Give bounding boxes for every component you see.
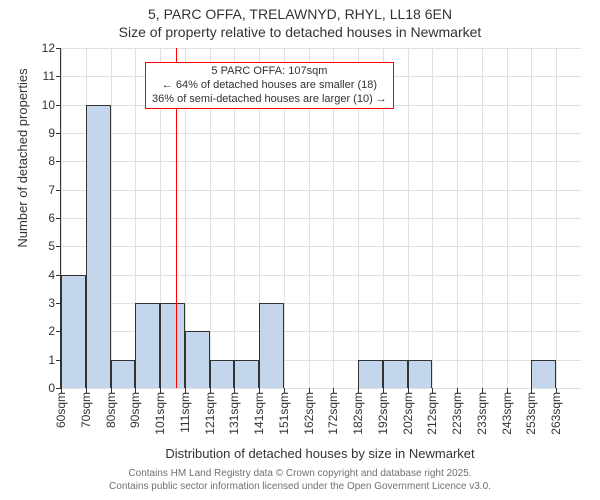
histogram-bar	[86, 105, 111, 388]
callout-line-2: ← 64% of detached houses are smaller (18…	[152, 79, 387, 93]
histogram-bar	[160, 303, 185, 388]
histogram-bar	[111, 360, 136, 388]
xtick-label: 243sqm	[500, 392, 514, 435]
xtick-label: 131sqm	[227, 392, 241, 435]
xtick-label: 90sqm	[128, 392, 142, 428]
histogram-bar	[358, 360, 383, 388]
histogram-bar	[210, 360, 235, 388]
ytick-label: 11	[43, 69, 55, 83]
xtick-label: 151sqm	[277, 392, 291, 435]
xtick-label: 223sqm	[450, 392, 464, 435]
ytick-label: 10	[42, 98, 55, 112]
gridline-h	[61, 133, 581, 134]
y-axis-label: Number of detached properties	[15, 0, 30, 328]
ytick-label: 8	[48, 154, 55, 168]
ytick-label: 3	[48, 296, 55, 310]
ytick-label: 9	[48, 126, 55, 140]
histogram-bar	[383, 360, 408, 388]
attribution: Contains HM Land Registry data © Crown c…	[0, 468, 600, 493]
gridline-h	[61, 388, 581, 389]
title-line-1: 5, PARC OFFA, TRELAWNYD, RHYL, LL18 6EN	[0, 6, 600, 22]
gridline-h	[61, 190, 581, 191]
histogram-bar	[408, 360, 433, 388]
attribution-line-1: Contains HM Land Registry data © Crown c…	[0, 468, 600, 481]
histogram-bar	[135, 303, 160, 388]
xtick-label: 101sqm	[153, 392, 167, 435]
gridline-v	[111, 48, 112, 388]
gridline-h	[61, 161, 581, 162]
x-axis-label: Distribution of detached houses by size …	[60, 446, 580, 461]
ytick-label: 7	[48, 183, 55, 197]
ytick-label: 6	[48, 211, 55, 225]
xtick-label: 162sqm	[302, 392, 316, 435]
gridline-v	[507, 48, 508, 388]
gridline-h	[61, 246, 581, 247]
gridline-v	[432, 48, 433, 388]
gridline-v	[531, 48, 532, 388]
ytick-label: 2	[48, 324, 55, 338]
xtick-label: 70sqm	[79, 392, 93, 428]
xtick-label: 172sqm	[326, 392, 340, 435]
gridline-h	[61, 275, 581, 276]
histogram-bar	[531, 360, 556, 388]
gridline-v	[457, 48, 458, 388]
gridline-h	[61, 218, 581, 219]
histogram-bar	[185, 331, 210, 388]
xtick-label: 141sqm	[252, 392, 266, 435]
gridline-h	[61, 48, 581, 49]
xtick-label: 233sqm	[475, 392, 489, 435]
ytick-label: 5	[48, 239, 55, 253]
gridline-v	[408, 48, 409, 388]
title-line-2: Size of property relative to detached ho…	[0, 24, 600, 40]
xtick-label: 60sqm	[54, 392, 68, 428]
callout-line-3: 36% of semi-detached houses are larger (…	[152, 93, 387, 107]
histogram-bar	[234, 360, 259, 388]
histogram-bar	[259, 303, 284, 388]
xtick-label: 121sqm	[203, 392, 217, 435]
histogram-bar	[61, 275, 86, 388]
xtick-label: 202sqm	[401, 392, 415, 435]
xtick-label: 80sqm	[104, 392, 118, 428]
ytick-label: 12	[42, 41, 55, 55]
xtick-label: 111sqm	[178, 392, 192, 433]
ytick-label: 4	[48, 268, 55, 282]
gridline-v	[482, 48, 483, 388]
xtick-label: 253sqm	[524, 392, 538, 435]
xtick-label: 212sqm	[425, 392, 439, 435]
ytick-label: 1	[48, 353, 55, 367]
attribution-line-2: Contains public sector information licen…	[0, 481, 600, 494]
callout-box: 5 PARC OFFA: 107sqm ← 64% of detached ho…	[145, 62, 394, 109]
gridline-v	[556, 48, 557, 388]
xtick-label: 192sqm	[376, 392, 390, 435]
xtick-label: 182sqm	[351, 392, 365, 435]
xtick-label: 263sqm	[549, 392, 563, 435]
callout-line-1: 5 PARC OFFA: 107sqm	[152, 65, 387, 79]
